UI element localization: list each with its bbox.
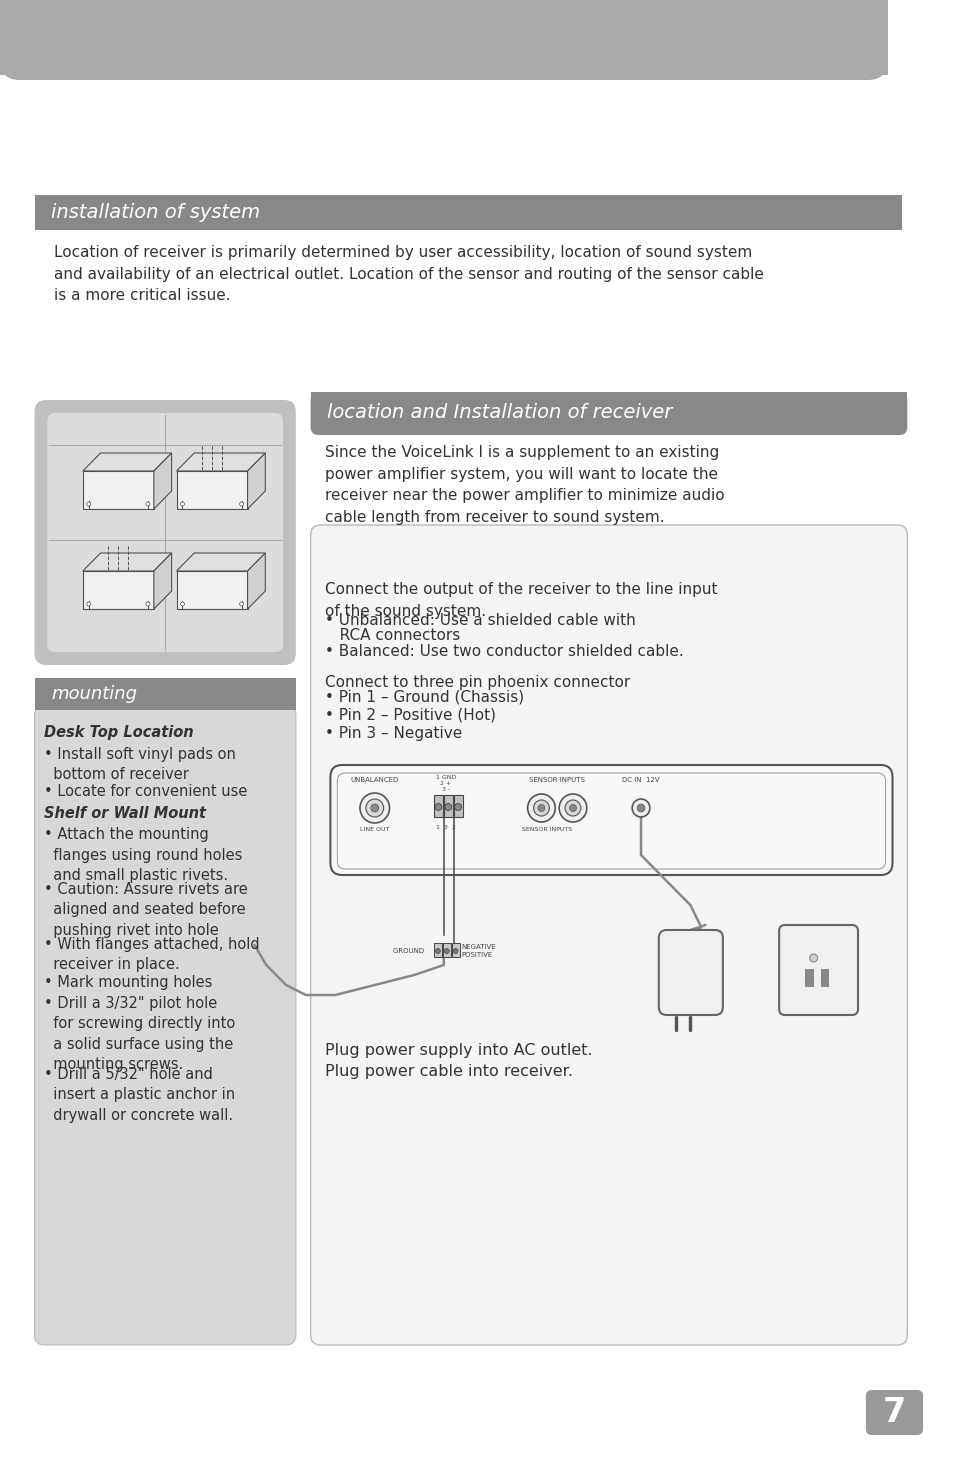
Text: • With flanges attached, hold
  receiver in place.: • With flanges attached, hold receiver i… [45,937,260,972]
Polygon shape [153,453,172,509]
Circle shape [87,502,91,506]
Circle shape [444,804,451,810]
Text: LINE OUT: LINE OUT [359,827,389,832]
Bar [311,392,906,431]
Circle shape [146,502,150,506]
Bar [454,795,462,817]
Text: DC IN  12V: DC IN 12V [621,777,659,783]
Circle shape [809,954,817,962]
Circle shape [632,799,649,817]
Text: installation of system: installation of system [51,202,260,221]
Text: • Install soft vinyl pads on
  bottom of receiver: • Install soft vinyl pads on bottom of r… [45,746,236,782]
Polygon shape [153,553,172,609]
Circle shape [366,799,383,817]
Text: POSITIVE: POSITIVE [461,951,493,957]
Text: • Drill a 3/32" pilot hole
  for screwing directly into
  a solid surface using : • Drill a 3/32" pilot hole for screwing … [45,996,235,1072]
Bar [820,969,828,987]
Text: • Pin 1 – Ground (Chassis): • Pin 1 – Ground (Chassis) [325,690,524,705]
Circle shape [180,602,184,606]
FancyBboxPatch shape [330,766,892,875]
Text: Shelf or Wall Mount: Shelf or Wall Mount [45,805,206,822]
Polygon shape [247,453,265,509]
Text: Plug power supply into AC outlet.
Plug power cable into receiver.: Plug power supply into AC outlet. Plug p… [325,1043,593,1080]
FancyBboxPatch shape [34,705,295,1345]
Polygon shape [176,553,265,571]
Text: • Unbalanced: Use a shielded cable with: • Unbalanced: Use a shielded cable with [325,614,636,628]
Bar [434,943,441,957]
Circle shape [444,948,449,953]
Polygon shape [83,553,172,571]
Circle shape [239,502,243,506]
Bar [804,969,813,987]
Text: Since the VoiceLink I is a supplement to an existing
power amplifier system, you: Since the VoiceLink I is a supplement to… [325,445,724,525]
Text: mounting: mounting [51,684,137,704]
Bar [442,943,450,957]
Text: NEGATIVE: NEGATIVE [461,944,496,950]
Circle shape [533,799,549,816]
Text: • Mark mounting holes: • Mark mounting holes [45,975,213,990]
Text: Location of receiver is primarily determined by user accessibility, location of : Location of receiver is primarily determ… [54,245,763,304]
FancyBboxPatch shape [337,773,884,869]
Text: 7: 7 [882,1395,905,1428]
Bar [83,471,153,509]
Circle shape [371,804,378,813]
FancyBboxPatch shape [865,1389,923,1435]
Text: • Balanced: Use two conductor shielded cable.: • Balanced: Use two conductor shielded c… [325,645,683,659]
Bar [176,571,247,609]
Circle shape [359,794,389,823]
Text: RCA connectors: RCA connectors [325,628,460,643]
Text: Connect to three pin phoenix connector: Connect to three pin phoenix connector [325,676,630,690]
FancyBboxPatch shape [34,400,295,665]
FancyBboxPatch shape [311,525,906,1345]
Circle shape [87,602,91,606]
Text: SENSOR INPUTS: SENSOR INPUTS [521,827,572,832]
Text: UNBALANCED: UNBALANCED [351,777,398,783]
Polygon shape [247,553,265,609]
Text: GROUND: GROUND [393,948,426,954]
Polygon shape [83,453,172,471]
Text: 1 GND: 1 GND [436,774,456,780]
Circle shape [435,804,441,810]
Text: 1  3  2: 1 3 2 [436,825,456,830]
FancyBboxPatch shape [311,392,906,435]
Bar [443,795,453,817]
Text: • Drill a 5/32" hole and
  insert a plastic anchor in
  drywall or concrete wall: • Drill a 5/32" hole and insert a plasti… [45,1066,235,1122]
Text: Desk Top Location: Desk Top Location [45,726,193,740]
Text: SENSOR INPUTS: SENSOR INPUTS [529,777,584,783]
Circle shape [453,948,457,953]
Circle shape [435,948,440,953]
Circle shape [537,804,544,811]
Circle shape [527,794,555,822]
Circle shape [569,804,576,811]
FancyBboxPatch shape [48,413,283,652]
Text: • Pin 2 – Positive (Hot): • Pin 2 – Positive (Hot) [325,708,496,723]
Circle shape [146,602,150,606]
Bar [34,678,295,709]
Text: location and Installation of receiver: location and Installation of receiver [327,404,672,422]
Circle shape [558,794,586,822]
Bar [83,571,153,609]
Text: 3 -: 3 - [441,788,450,792]
Circle shape [239,602,243,606]
Text: • Pin 3 – Negative: • Pin 3 – Negative [325,726,462,740]
Text: • Locate for convenient use: • Locate for convenient use [45,785,248,799]
Bar [176,471,247,509]
Text: 2 +: 2 + [439,780,451,786]
Bar [0,0,886,75]
Text: • Attach the mounting
  flanges using round holes
  and small plastic rivets.: • Attach the mounting flanges using roun… [45,827,242,884]
Text: Connect the output of the receiver to the line input
of the sound system.: Connect the output of the receiver to th… [325,583,718,618]
FancyBboxPatch shape [659,931,722,1015]
Polygon shape [176,453,265,471]
FancyBboxPatch shape [0,0,886,80]
Circle shape [455,804,461,810]
Bar [451,943,459,957]
Circle shape [180,502,184,506]
FancyBboxPatch shape [779,925,857,1015]
Circle shape [564,799,580,816]
Text: • Caution: Assure rivets are
  aligned and seated before
  pushing rivet into ho: • Caution: Assure rivets are aligned and… [45,882,248,938]
Bar [434,795,442,817]
Bar [34,195,902,230]
Circle shape [637,804,644,813]
